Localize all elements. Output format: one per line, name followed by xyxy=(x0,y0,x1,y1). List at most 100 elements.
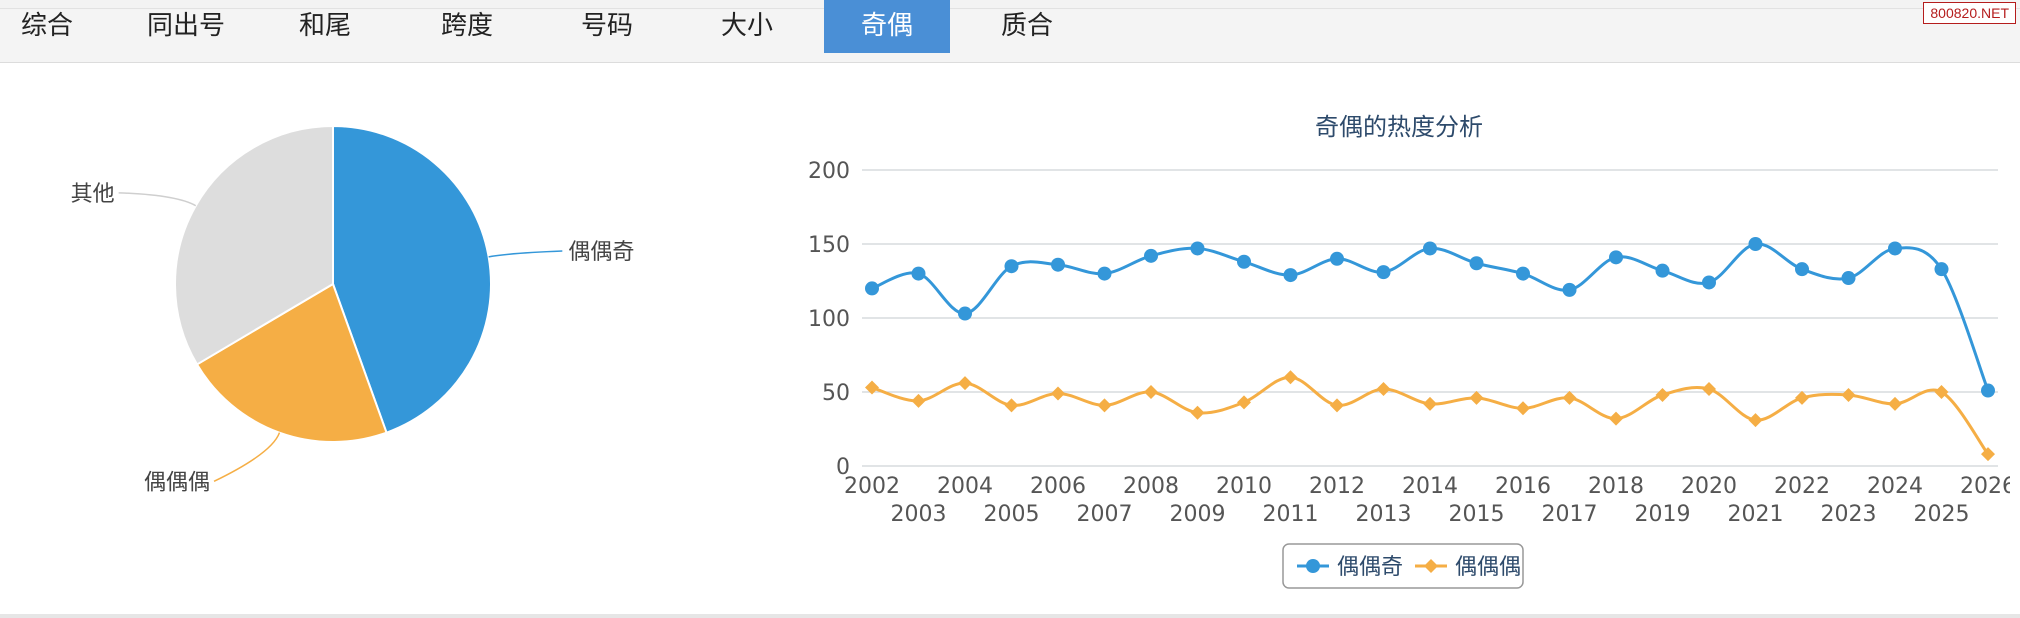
data-point[interactable] xyxy=(1004,259,1019,274)
data-point[interactable] xyxy=(1376,382,1391,397)
data-point[interactable] xyxy=(1841,271,1856,286)
x-tick-label: 2008 xyxy=(1123,474,1179,499)
data-point[interactable] xyxy=(1051,257,1065,272)
data-point[interactable] xyxy=(1609,411,1623,426)
tab-comprehensive[interactable]: 综合 xyxy=(20,11,73,41)
data-point[interactable] xyxy=(1051,386,1065,401)
data-point[interactable] xyxy=(1144,385,1158,399)
x-tick-label: 2026 xyxy=(1960,474,2010,499)
data-point[interactable] xyxy=(1981,447,1995,462)
data-point[interactable] xyxy=(1702,275,1716,290)
data-point[interactable] xyxy=(1423,396,1437,411)
line-chart: 奇偶的热度分析 0 50 100 150 200 2002 2003 2004 2005 2006… xyxy=(808,113,2010,589)
tab-odd-even[interactable]: 奇偶 xyxy=(824,0,950,53)
pie-slice-label: 其他 xyxy=(71,182,115,207)
data-point[interactable] xyxy=(1748,237,1763,251)
data-point[interactable] xyxy=(1702,382,1716,397)
data-point[interactable] xyxy=(1097,266,1112,281)
data-point[interactable] xyxy=(1795,390,1809,405)
x-tick-label: 2009 xyxy=(1170,502,1226,527)
data-point[interactable] xyxy=(958,376,972,391)
data-point[interactable] xyxy=(1562,282,1577,297)
x-tick-label: 2005 xyxy=(984,502,1040,527)
x-tick-label: 2013 xyxy=(1356,502,1412,527)
data-point[interactable] xyxy=(1004,398,1019,413)
data-point[interactable] xyxy=(1888,241,1902,256)
x-tick-label: 2006 xyxy=(1030,474,1086,499)
data-point[interactable] xyxy=(1190,241,1205,256)
data-point[interactable] xyxy=(1423,241,1437,256)
data-point[interactable] xyxy=(865,281,879,296)
pie-slice[interactable] xyxy=(195,282,388,443)
x-tick-label: 2019 xyxy=(1635,502,1691,527)
x-tick-label: 2004 xyxy=(937,474,993,499)
line-chart-title: 奇偶的热度分析 xyxy=(1315,113,1483,141)
data-point[interactable] xyxy=(1888,396,1902,411)
data-point[interactable] xyxy=(1237,254,1251,269)
data-point[interactable] xyxy=(1144,248,1158,263)
tab-span[interactable]: 跨度 xyxy=(440,11,493,41)
tab-big-small[interactable]: 大小 xyxy=(720,11,773,41)
x-tick-label: 2016 xyxy=(1495,474,1551,499)
data-point[interactable] xyxy=(1330,398,1344,413)
data-point[interactable] xyxy=(1748,413,1763,428)
x-tick-label: 2015 xyxy=(1449,502,1505,527)
pie-slice-label: 偶偶偶 xyxy=(144,470,210,495)
data-point[interactable] xyxy=(1516,401,1530,416)
data-point[interactable] xyxy=(1516,266,1530,281)
data-point[interactable] xyxy=(1795,262,1809,277)
x-tick-label: 2003 xyxy=(891,502,947,527)
pie-slice[interactable] xyxy=(332,124,492,434)
data-point[interactable] xyxy=(1981,383,1995,398)
legend-item-label[interactable]: 偶偶奇 xyxy=(1337,555,1403,580)
data-point[interactable] xyxy=(1841,387,1856,402)
tab-prime-composite[interactable]: 质合 xyxy=(1000,11,1053,41)
data-point[interactable] xyxy=(865,380,879,395)
data-point[interactable] xyxy=(1190,405,1205,420)
pie-label-connector xyxy=(118,192,197,207)
x-tick-label: 2011 xyxy=(1263,502,1319,527)
bottom-strip xyxy=(0,614,2020,618)
data-point[interactable] xyxy=(1934,385,1949,399)
data-point[interactable] xyxy=(1283,268,1298,283)
tab-sum-tail[interactable]: 和尾 xyxy=(298,11,351,41)
x-tick-label: 2020 xyxy=(1681,474,1737,499)
data-point[interactable] xyxy=(958,306,972,321)
tab-same-number[interactable]: 同出号 xyxy=(146,11,225,41)
x-tick-label: 2022 xyxy=(1774,474,1830,499)
x-tick-label: 2021 xyxy=(1728,502,1784,527)
data-point[interactable] xyxy=(1655,387,1670,402)
data-point[interactable] xyxy=(911,393,926,408)
x-tick-label: 2002 xyxy=(844,474,900,499)
pie-label-connector xyxy=(213,432,281,483)
y-tick-label: 50 xyxy=(822,381,850,406)
pie-label-connector xyxy=(488,250,563,258)
legend-marker xyxy=(1306,559,1320,573)
x-tick-label: 2025 xyxy=(1914,502,1970,527)
legend-item-label[interactable]: 偶偶偶 xyxy=(1455,555,1521,580)
data-point[interactable] xyxy=(1097,398,1112,413)
data-point[interactable] xyxy=(1237,395,1251,410)
pie-slice-label: 偶偶奇 xyxy=(568,240,634,265)
tab-number[interactable]: 号码 xyxy=(580,11,633,41)
top-strip xyxy=(0,0,2020,9)
data-point[interactable] xyxy=(1609,250,1623,265)
tab-bar xyxy=(0,9,2020,63)
chart-legend xyxy=(1282,543,1524,589)
y-tick-label: 0 xyxy=(836,455,850,480)
data-point[interactable] xyxy=(1283,370,1298,385)
data-point[interactable] xyxy=(1934,262,1949,277)
x-tick-label: 2023 xyxy=(1821,502,1877,527)
data-point[interactable] xyxy=(1562,390,1577,405)
legend-marker xyxy=(1424,559,1438,573)
series-line xyxy=(871,242,1990,392)
data-point[interactable] xyxy=(1376,265,1391,280)
y-tick-label: 100 xyxy=(808,307,850,332)
x-tick-label: 2024 xyxy=(1867,474,1923,499)
data-point[interactable] xyxy=(1655,263,1670,278)
data-point[interactable] xyxy=(1330,251,1344,266)
data-point[interactable] xyxy=(911,266,926,281)
data-point[interactable] xyxy=(1469,390,1484,405)
data-point[interactable] xyxy=(1469,256,1484,271)
